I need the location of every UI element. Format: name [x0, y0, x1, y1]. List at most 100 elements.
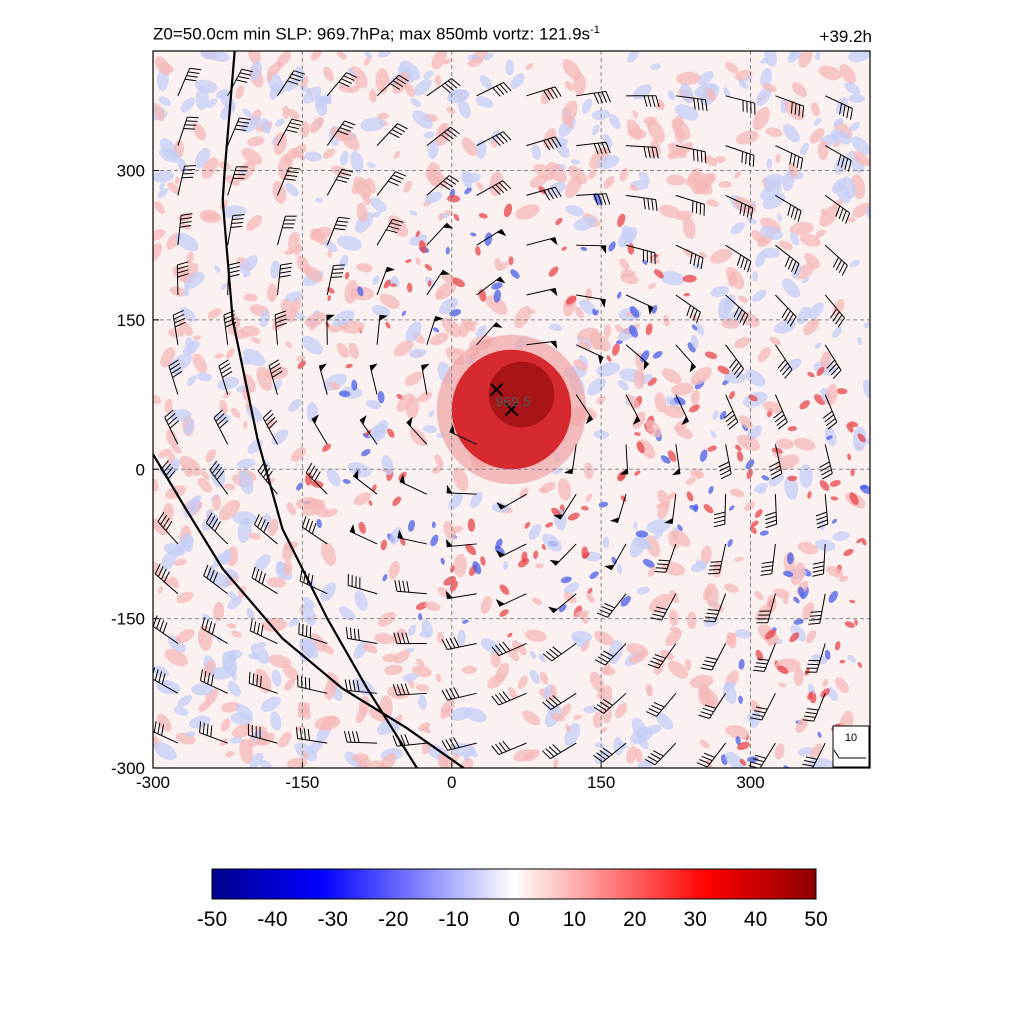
- vorticity-patch: [844, 82, 861, 95]
- vorticity-patch: [285, 183, 299, 197]
- wind-barb: [575, 394, 594, 425]
- plot-frame: [152, 50, 871, 769]
- wind-barb: [775, 194, 802, 222]
- wind-barb: [201, 617, 228, 644]
- wind-barb: [824, 294, 845, 328]
- wind-barb: [406, 416, 428, 445]
- vorticity-patch: [608, 241, 616, 252]
- vorticity-patch: [369, 88, 377, 103]
- vorticity-patch: [463, 707, 487, 723]
- vorticity-patch: [467, 518, 476, 532]
- vorticity-patch: [416, 658, 425, 667]
- vorticity-patch: [153, 742, 177, 761]
- vorticity-patch: [339, 606, 356, 621]
- vorticity-patch: [684, 659, 692, 671]
- vorticity-patch: [667, 450, 677, 462]
- vorticity-patch: [153, 201, 165, 214]
- vorticity-patch: [704, 351, 718, 359]
- vorticity-patch: [206, 98, 218, 109]
- wind-barb: [495, 593, 527, 607]
- wind-barb: [541, 742, 577, 760]
- vorticity-patch: [435, 673, 442, 683]
- vorticity-patch: [372, 211, 382, 218]
- vorticity-patch: [438, 213, 444, 222]
- vorticity-patch: [687, 168, 702, 184]
- wind-barb: [326, 216, 350, 246]
- vorticity-patch: [709, 248, 733, 264]
- wind-barb: [654, 543, 677, 573]
- reference-barb-box: 10: [832, 725, 870, 768]
- vorticity-patch: [371, 484, 377, 492]
- vorticity-patch: [415, 257, 421, 266]
- wind-barb: [276, 215, 297, 246]
- vorticity-patch: [409, 348, 427, 359]
- vorticity-patch: [686, 491, 694, 502]
- wind-barb: [476, 131, 512, 147]
- wind-barb: [426, 126, 460, 146]
- wind-barb: [157, 511, 179, 545]
- vorticity-patch: [654, 269, 664, 279]
- vorticity-patch: [717, 365, 730, 375]
- vorticity-patch: [848, 93, 865, 103]
- vorticity-patch: [570, 159, 580, 165]
- wind-barb: [369, 363, 378, 395]
- vorticity-patch: [703, 504, 714, 514]
- vorticity-patch: [283, 560, 293, 576]
- vorticity-patch: [798, 51, 813, 68]
- wind-barb: [765, 494, 778, 529]
- x-tick-label: 0: [447, 773, 456, 792]
- wind-barb: [352, 469, 378, 495]
- vorticity-patch: [730, 488, 745, 498]
- vorticity-patch: [557, 478, 572, 501]
- wind-barb: [564, 444, 577, 475]
- wind-barb: [548, 593, 577, 614]
- vorticity-patch: [615, 703, 627, 719]
- vorticity-patch: [573, 216, 597, 231]
- vorticity-patch: [323, 66, 334, 82]
- wind-barb: [802, 693, 826, 722]
- vorticity-patch: [246, 608, 255, 621]
- x-tick-label: -300: [136, 773, 170, 792]
- wind-barb: [675, 244, 704, 270]
- vorticity-patch: [775, 454, 800, 471]
- colorbar-tick-label: 0: [508, 908, 520, 931]
- wind-barb: [227, 68, 253, 97]
- wind-barb: [594, 643, 627, 666]
- vorticity-patch: [645, 535, 661, 557]
- wind-barb: [664, 494, 677, 524]
- coastlines: [153, 51, 465, 768]
- vorticity-patch: [435, 74, 442, 87]
- vorticity-patch: [793, 618, 804, 625]
- vorticity-patch: [783, 570, 794, 577]
- vorticity-patch: [671, 382, 694, 396]
- vorticity-patch: [351, 379, 358, 391]
- vorticity-patch: [778, 240, 793, 251]
- vorticity-patch: [253, 554, 271, 572]
- vorticity-patch: [354, 212, 374, 233]
- vorticity-patch: [390, 283, 397, 287]
- vorticity-patch: [415, 230, 421, 237]
- vorticity-patch: [532, 597, 542, 605]
- vorticity-patch: [286, 502, 296, 516]
- vorticity-patch: [274, 118, 285, 127]
- vorticity-patch: [815, 51, 821, 61]
- vorticity-patch: [594, 630, 614, 646]
- vorticity-patch: [231, 630, 242, 638]
- wind-barb: [496, 543, 527, 558]
- vorticity-patch: [746, 468, 753, 480]
- wind-barb: [426, 78, 461, 97]
- vorticity-patch: [648, 283, 656, 290]
- vorticity-patch: [507, 632, 513, 638]
- vorticity-patch: [625, 398, 632, 405]
- wind-barb: [805, 643, 826, 673]
- vorticity-patch: [405, 321, 422, 343]
- wind-barb: [725, 145, 755, 167]
- vorticity-patch: [808, 757, 834, 768]
- vorticity-patch: [826, 565, 844, 578]
- wind-barb: [774, 344, 793, 379]
- vorticity-patch: [760, 68, 772, 88]
- vorticity-patch: [280, 298, 296, 323]
- vorticity-patch: [759, 530, 769, 536]
- vorticity-patch: [222, 651, 238, 677]
- vorticity-patch: [718, 180, 732, 188]
